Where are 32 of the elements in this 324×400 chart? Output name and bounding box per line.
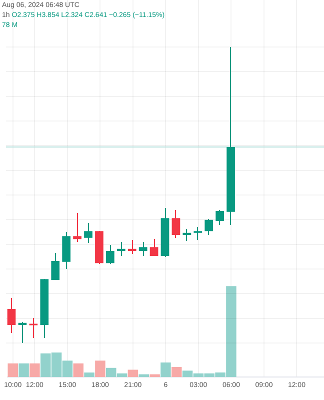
bar	[128, 370, 138, 377]
candlestick	[182, 229, 192, 241]
candlestick	[216, 210, 224, 225]
candlestick	[51, 253, 60, 280]
candlestick	[7, 298, 16, 333]
bar	[150, 374, 160, 377]
bar	[18, 363, 29, 377]
candlestick	[18, 322, 27, 343]
bar	[95, 360, 106, 377]
candlestick	[204, 219, 214, 235]
candlestick	[29, 318, 38, 338]
candlestick	[138, 242, 148, 256]
candlestick	[128, 240, 136, 254]
candlestick	[106, 245, 114, 264]
candlestick	[62, 232, 70, 269]
candlestick	[150, 239, 158, 256]
bar	[138, 374, 149, 377]
bar	[171, 367, 182, 377]
candlestick	[160, 208, 170, 257]
bar	[8, 363, 18, 377]
bar	[73, 363, 84, 377]
candlestick	[116, 242, 126, 256]
candlestick	[172, 210, 180, 238]
candlestick	[40, 279, 49, 338]
candlestick	[226, 47, 235, 225]
bar	[160, 362, 171, 377]
candlestick	[73, 213, 82, 242]
candlestick	[84, 223, 92, 243]
candlestick	[95, 231, 104, 264]
bar	[84, 372, 94, 377]
bar	[30, 363, 40, 377]
candlestick	[194, 227, 202, 240]
